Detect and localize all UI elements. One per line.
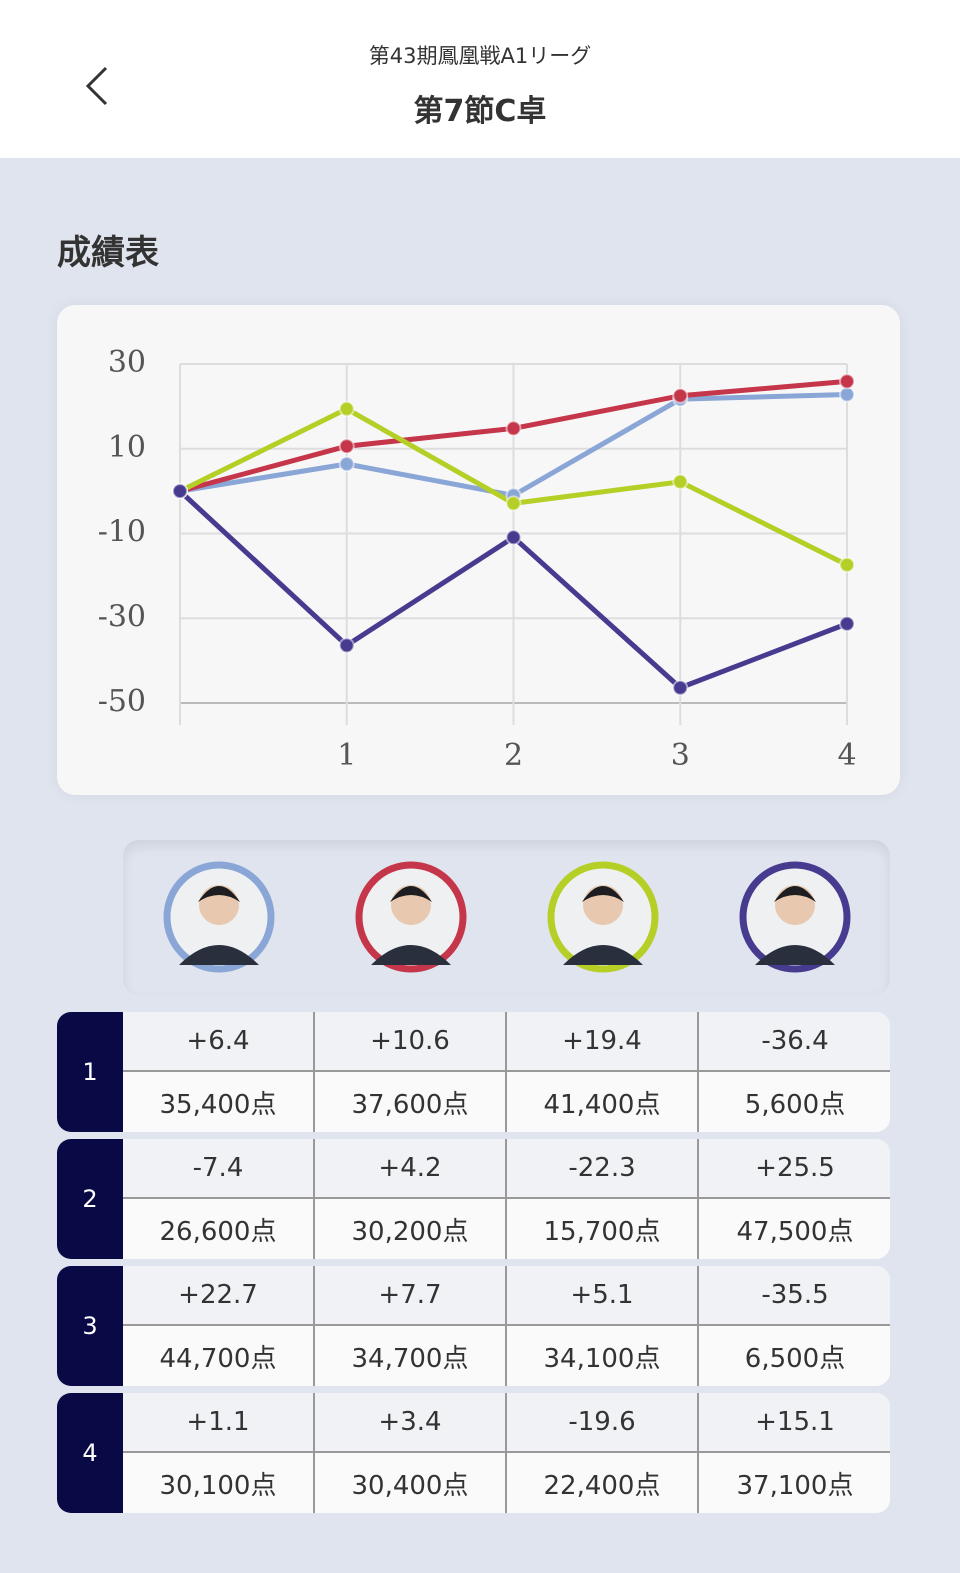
back-button[interactable]	[80, 62, 120, 112]
subtitle: 第43期鳳凰戦A1リーグ	[368, 44, 592, 68]
y-tick-label: -10	[98, 515, 146, 550]
data-point	[338, 637, 355, 654]
round-label: 1	[57, 1012, 123, 1132]
score-cell: +1.1	[123, 1393, 315, 1453]
data-point	[672, 387, 689, 404]
points-cell: 30,100点	[123, 1453, 315, 1513]
y-tick-label: 10	[108, 430, 146, 465]
points-cell: 41,400点	[507, 1072, 699, 1132]
round-row: 3 +22.7 44,700点 +7.7 34,700点 +5.1 34,100点 -35.5…	[57, 1266, 890, 1386]
round-cells: +1.1 30,100点 +3.4 30,400点 -19.6 22,400点 +15.1 3…	[123, 1393, 890, 1513]
round-row: 4 +1.1 30,100点 +3.4 30,400点 -19.6 22,400点 +15.1…	[57, 1393, 890, 1513]
score-cell: +10.6	[315, 1012, 507, 1072]
round-label: 4	[57, 1393, 123, 1513]
points-cell: 5,600点	[699, 1072, 890, 1132]
points-cell: 22,400点	[507, 1453, 699, 1513]
data-point	[338, 400, 355, 417]
points-cell: 37,100点	[699, 1453, 890, 1513]
points-cell: 34,100点	[507, 1326, 699, 1386]
data-point	[672, 679, 689, 696]
avatar-panel	[123, 840, 890, 995]
score-cell: -36.4	[699, 1012, 890, 1072]
round-label: 2	[57, 1139, 123, 1259]
section-title: 成績表	[57, 233, 159, 273]
data-point	[505, 495, 522, 512]
score-cell: -19.6	[507, 1393, 699, 1453]
score-cell: +19.4	[507, 1012, 699, 1072]
score-cell: -35.5	[699, 1266, 890, 1326]
points-cell: 15,700点	[507, 1199, 699, 1259]
points-cell: 26,600点	[123, 1199, 315, 1259]
data-point	[505, 529, 522, 546]
y-tick-label: -50	[98, 684, 146, 719]
points-cell: 44,700点	[123, 1326, 315, 1386]
score-cell: -22.3	[507, 1139, 699, 1199]
points-cell: 30,400点	[315, 1453, 507, 1513]
round-cells: -7.4 26,600点 +4.2 30,200点 -22.3 15,700点 +25.5 4…	[123, 1139, 890, 1259]
round-row: 2 -7.4 26,600点 +4.2 30,200点 -22.3 15,700点 +25.5…	[57, 1139, 890, 1259]
points-cell: 6,500点	[699, 1326, 890, 1386]
data-point	[839, 556, 855, 573]
points-cell: 37,600点	[315, 1072, 507, 1132]
data-point	[839, 386, 855, 403]
data-point	[505, 420, 522, 437]
data-point	[672, 473, 689, 490]
score-cell: +3.4	[315, 1393, 507, 1453]
score-cell: +7.7	[315, 1266, 507, 1326]
y-tick-label: 30	[108, 345, 146, 380]
round-label: 3	[57, 1266, 123, 1386]
round-row: 1 +6.4 35,400点 +10.6 37,600点 +19.4 41,400点 -36.…	[57, 1012, 890, 1132]
points-cell: 47,500点	[699, 1199, 890, 1259]
x-tick-label: 4	[837, 738, 856, 773]
points-cell: 34,700点	[315, 1326, 507, 1386]
header: 第43期鳳凰戦A1リーグ 第7節C卓	[0, 0, 960, 158]
data-point	[338, 456, 355, 473]
data-point	[839, 373, 855, 390]
score-cell: +25.5	[699, 1139, 890, 1199]
points-cell: 35,400点	[123, 1072, 315, 1132]
x-tick-label: 2	[504, 738, 523, 773]
title: 第7節C卓	[413, 94, 547, 129]
points-cell: 30,200点	[315, 1199, 507, 1259]
score-cell: +6.4	[123, 1012, 315, 1072]
score-cell: +15.1	[699, 1393, 890, 1453]
round-cells: +22.7 44,700点 +7.7 34,700点 +5.1 34,100点 -35.5 6…	[123, 1266, 890, 1386]
score-cell: +5.1	[507, 1266, 699, 1326]
score-cell: +4.2	[315, 1139, 507, 1199]
data-point	[172, 483, 188, 500]
x-tick-label: 1	[337, 738, 356, 773]
y-tick-label: -30	[98, 599, 146, 634]
score-cell: +22.7	[123, 1266, 315, 1326]
chart: 30 10 -10 -30 -50 1 2 3 4	[98, 345, 857, 773]
data-point	[839, 615, 855, 632]
data-point	[338, 438, 355, 455]
score-cell: -7.4	[123, 1139, 315, 1199]
round-cells: +6.4 35,400点 +10.6 37,600点 +19.4 41,400点 -36.4…	[123, 1012, 890, 1132]
x-tick-label: 3	[671, 738, 690, 773]
